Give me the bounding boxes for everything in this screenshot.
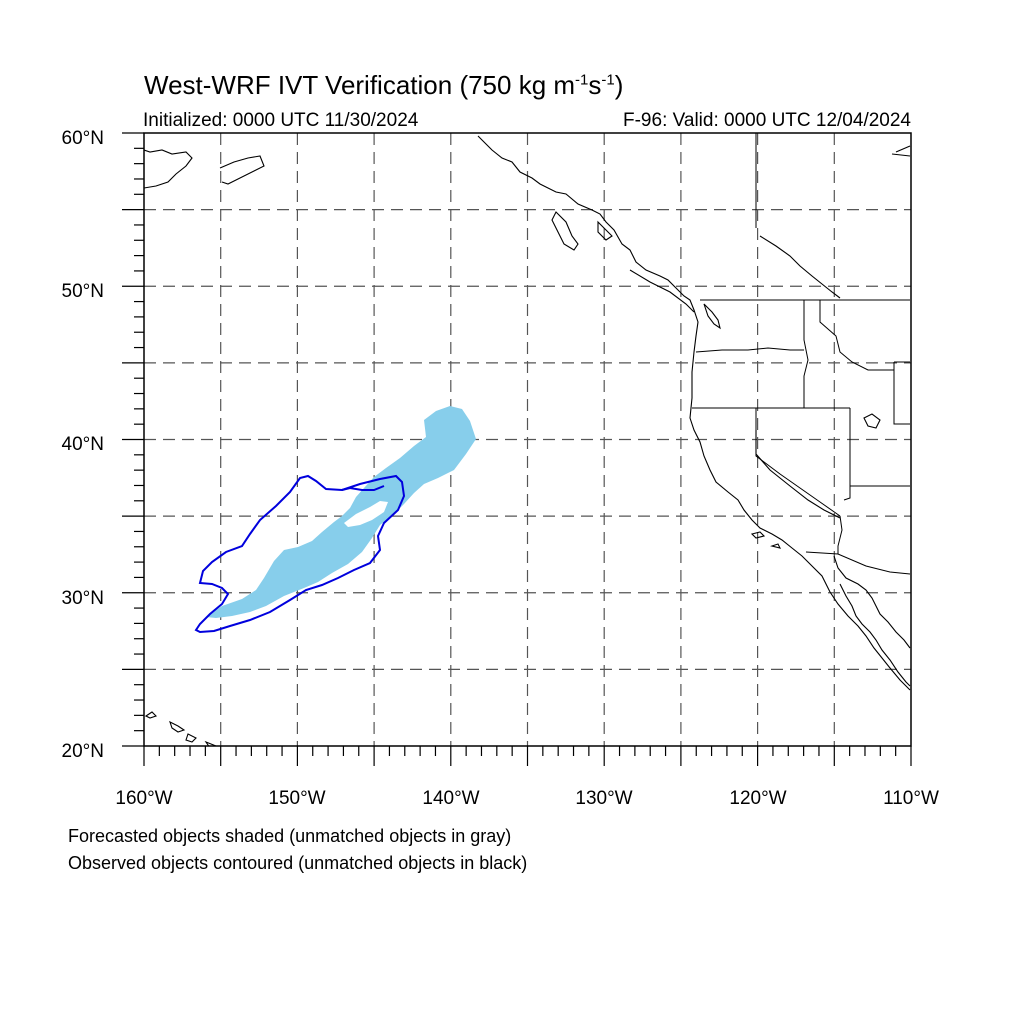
lat-label: 20°N [62,741,104,762]
forecast-object [206,406,476,618]
lat-label: 30°N [62,588,104,609]
lon-label: 120°W [729,788,786,809]
initialized-time: Initialized: 0000 UTC 11/30/2024 [143,110,419,131]
title-unit-s: s [588,70,602,100]
forecast-caption: Forecasted objects shaded (unmatched obj… [68,826,512,846]
lon-label: 130°W [575,788,632,809]
title-close: ) [614,70,624,100]
forecast-object-hole [344,501,388,527]
title-superscript-1: -1 [575,71,589,89]
lon-label: 150°W [268,788,325,809]
lon-label: 110°W [883,788,939,809]
observed-object-contour [194,474,406,634]
lon-label: 160°W [115,788,172,809]
lat-label: 60°N [62,128,104,149]
lon-label: 140°W [422,788,479,809]
observed-object-inner-notch [341,485,385,491]
title-superscript-2: -1 [601,71,615,89]
plot-title: West-WRF IVT Verification (750 kg m-1s-1… [144,70,623,101]
political-borders [692,133,911,575]
axis-ticks [122,132,912,766]
valid-time: F-96: Valid: 0000 UTC 12/04/2024 [623,110,911,131]
lat-label: 40°N [62,434,104,455]
lat-label: 50°N [62,281,104,302]
observed-caption: Observed objects contoured (unmatched ob… [68,853,528,873]
longitude-labels: 160°W 150°W 140°W 130°W 120°W 110°W [115,788,939,809]
title-text: West-WRF IVT Verification (750 kg m [144,70,576,100]
grid-lines [144,133,911,746]
latitude-labels: 60°N 50°N 40°N 30°N 20°N [62,128,104,762]
coastlines [144,135,911,746]
